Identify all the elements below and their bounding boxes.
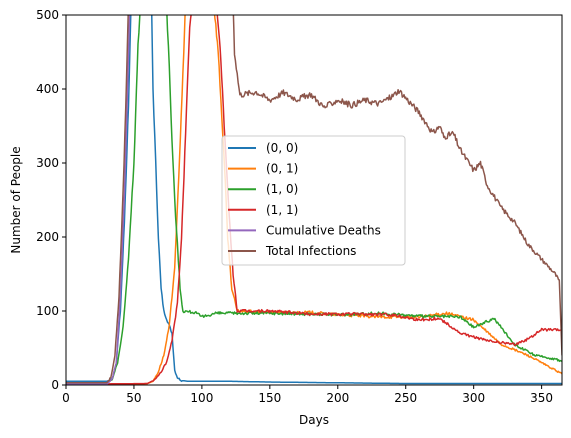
y-tick-label: 200 — [36, 230, 59, 244]
y-tick-label: 100 — [36, 304, 59, 318]
x-tick-label: 300 — [462, 391, 485, 405]
legend: (0, 0) (0, 1) (1, 0) (1, 1) Cumulative Death… — [221, 135, 406, 266]
series-line-0-0 — [66, 15, 562, 385]
y-tick-label: 0 — [51, 378, 59, 392]
series-line-1-1 — [66, 15, 562, 385]
series-line-total-infections — [66, 15, 562, 384]
y-tick-label: 500 — [36, 8, 59, 22]
legend-frame — [221, 135, 406, 266]
y-axis-ticks: 0 100 200 300 400 500 — [36, 8, 66, 392]
x-tick-label: 0 — [62, 391, 70, 405]
x-tick-label: 50 — [126, 391, 141, 405]
x-tick-label: 100 — [190, 391, 213, 405]
legend-label-0-0: (0, 0) — [266, 141, 298, 155]
plot-frame — [65, 14, 563, 386]
x-axis-label: Days — [299, 413, 329, 427]
y-tick-label: 400 — [36, 82, 59, 96]
y-tick-label: 300 — [36, 156, 59, 170]
y-axis-label: Number of People — [9, 146, 23, 253]
x-axis-ticks: 0 50 100 150 200 250 300 350 — [62, 385, 553, 405]
x-tick-label: 150 — [258, 391, 281, 405]
legend-label-1-1: (1, 1) — [266, 203, 298, 217]
legend-label-1-0: (1, 0) — [266, 182, 298, 196]
x-tick-label: 250 — [394, 391, 417, 405]
series-layer — [66, 15, 562, 385]
x-tick-label: 350 — [530, 391, 553, 405]
legend-label-cumulative-deaths: Cumulative Deaths — [266, 223, 381, 237]
x-tick-label: 200 — [326, 391, 349, 405]
legend-label-total-infections: Total Infections — [265, 244, 356, 258]
legend-label-0-1: (0, 1) — [266, 162, 298, 176]
